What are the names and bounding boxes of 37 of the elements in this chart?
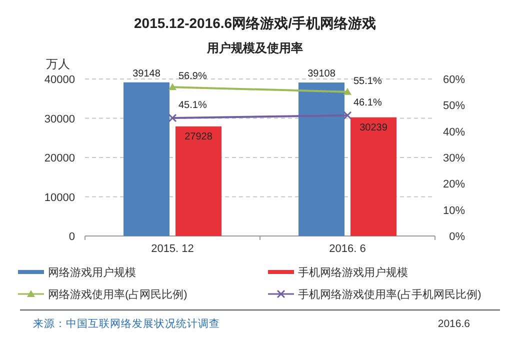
legend-label: 手机网络游戏用户规模 bbox=[298, 266, 408, 279]
y-tick-label: 0 bbox=[68, 231, 75, 243]
y-tick-label: 20000 bbox=[44, 152, 75, 164]
data-label: 30239 bbox=[360, 122, 388, 134]
chart-title: 2015.12-2016.6网络游戏/手机网络游戏 bbox=[134, 15, 376, 31]
bar bbox=[176, 126, 222, 236]
y2-tick-label: 20% bbox=[442, 178, 466, 191]
y2-tick-label: 40% bbox=[442, 126, 466, 138]
text: 2016.6 bbox=[438, 318, 470, 330]
source-note: 来源：中国互联网络发展状况统计调查 bbox=[33, 317, 220, 330]
y2-tick-label: 30% bbox=[442, 152, 466, 164]
legend-label: 网络游戏用户规模 bbox=[48, 266, 136, 279]
data-label: 55.1% bbox=[354, 76, 382, 87]
chart-subtitle: 用户规模及使用率 bbox=[206, 41, 303, 55]
data-label: 39108 bbox=[308, 68, 336, 80]
bar bbox=[124, 82, 170, 236]
y2-tick-label: 10% bbox=[442, 204, 466, 217]
x-tick-label: 2016. 6 bbox=[329, 243, 366, 255]
point bbox=[168, 114, 177, 122]
data-label: 56.9% bbox=[178, 71, 207, 82]
y-tick-label: 10000 bbox=[44, 192, 75, 204]
y-tick-label: 30000 bbox=[44, 113, 75, 126]
y2-tick-label: 50% bbox=[442, 100, 466, 112]
y-axis-title: 万人 bbox=[46, 57, 70, 71]
data-label: 45.1% bbox=[178, 100, 207, 111]
legend-label: 手机网络游戏使用率(占手机网民比例) bbox=[298, 288, 482, 301]
bar bbox=[350, 117, 396, 236]
data-label: 46.1% bbox=[354, 97, 382, 108]
y2-tick-label: 0% bbox=[449, 231, 466, 243]
point bbox=[343, 111, 352, 120]
data-label: 39148 bbox=[132, 68, 161, 80]
data-label: 27928 bbox=[184, 131, 213, 142]
y2-tick-label: 60% bbox=[442, 74, 466, 86]
legend-label: 网络游戏使用率(占网民比例) bbox=[48, 288, 188, 301]
bar bbox=[298, 82, 344, 236]
x-tick-label: 2015. 12 bbox=[151, 243, 194, 255]
y-tick-label: 40000 bbox=[44, 74, 75, 86]
